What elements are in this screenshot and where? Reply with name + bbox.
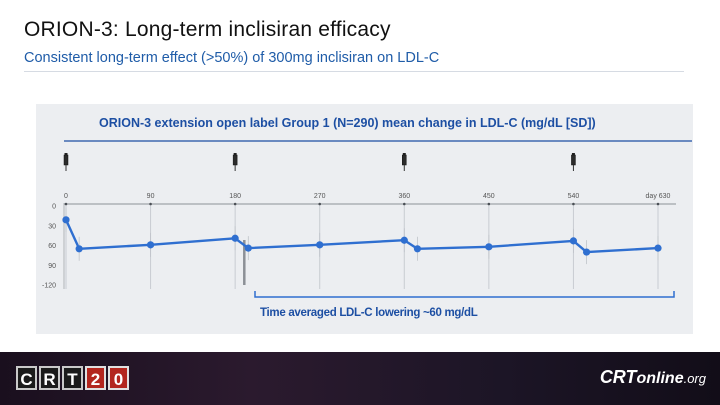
data-point — [75, 245, 83, 253]
y-tick-label: 60 — [48, 243, 56, 250]
x-axis-tick — [656, 202, 660, 206]
y-tick-label: 90 — [48, 263, 56, 270]
data-point — [485, 243, 493, 251]
bracket — [254, 291, 675, 298]
x-tick-label: 180 — [229, 193, 241, 200]
crt20-logo-letter: R — [39, 366, 60, 390]
x-tick-label: day 630 — [646, 193, 671, 200]
crt20-logo-letter: T — [62, 366, 83, 390]
data-point — [244, 244, 252, 252]
series-line — [64, 219, 659, 254]
data-point — [231, 234, 239, 242]
y-tick-label: -120 — [42, 283, 56, 290]
bracket-label: Time averaged LDL-C lowering ~60 mg/dL — [260, 307, 478, 319]
x-tick-label: 450 — [483, 193, 495, 200]
x-tick-label: 270 — [314, 193, 326, 200]
x-axis-tick — [233, 202, 237, 206]
x-tick-label: 90 — [147, 193, 155, 200]
crtonline-logo-org: .org — [683, 371, 706, 386]
data-point — [146, 241, 155, 249]
crtonline-logo-online: online — [636, 370, 684, 387]
syringe-icon — [402, 154, 407, 166]
syringe-icon — [232, 154, 238, 166]
data-point — [62, 216, 70, 224]
data-point — [400, 236, 408, 244]
title-divider — [24, 71, 684, 72]
syringe-icon — [571, 154, 576, 166]
y-tick-label: 0 — [52, 204, 56, 211]
crt20-logo-letter: C — [16, 366, 37, 390]
x-axis-tick — [149, 202, 152, 206]
crtonline-logo-crt: CRT — [599, 367, 637, 387]
crt20-logo: C R T 2 0 — [16, 366, 129, 390]
x-axis-tick — [318, 202, 322, 206]
data-point — [569, 237, 578, 245]
crtonline-logo: CRTonline.org — [600, 367, 706, 388]
data-point — [316, 241, 324, 249]
x-axis-tick — [64, 202, 68, 206]
chart-title: ORION-3 extension open label Group 1 (N=… — [99, 116, 596, 130]
slide-title: ORION-3: Long-term inclisiran efficacy — [24, 18, 391, 41]
data-point — [413, 245, 422, 253]
footer-banner: C R T 2 0 CRTonline.org — [0, 352, 720, 405]
x-axis-tick — [487, 202, 491, 206]
x-axis-tick — [402, 202, 406, 206]
data-point — [582, 248, 591, 256]
data-point — [654, 244, 662, 252]
chart-panel — [36, 104, 693, 334]
crt20-logo-letter: 2 — [85, 366, 106, 390]
x-tick-label: 360 — [398, 193, 410, 200]
crt20-logo-letter: 0 — [108, 366, 129, 390]
x-tick-label: 540 — [568, 193, 580, 200]
x-tick-label: 0 — [64, 193, 68, 200]
syringe-icon — [63, 154, 69, 166]
x-axis-tick — [572, 202, 575, 206]
slide-subtitle: Consistent long-term effect (>50%) of 30… — [24, 50, 440, 66]
y-tick-label: 30 — [48, 223, 56, 230]
ldl-chart: ORION-3 extension open label Group 1 (N=… — [42, 116, 692, 319]
